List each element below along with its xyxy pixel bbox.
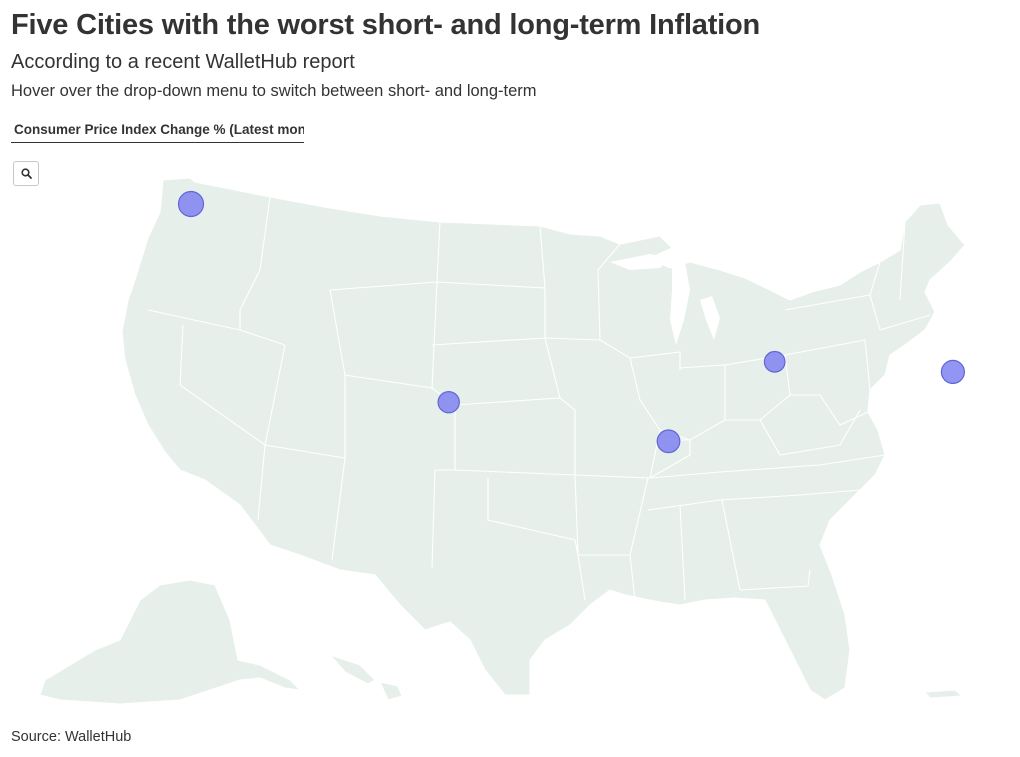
city-marker-detroit[interactable] (763, 350, 786, 373)
chart-title: Five Cities with the worst short- and lo… (11, 9, 761, 41)
city-marker-seattle[interactable] (177, 190, 205, 218)
source-note: Source: WalletHub (11, 729, 132, 745)
metric-dropdown[interactable]: Consumer Price Index Change % (Latest mo… (11, 118, 304, 143)
metric-dropdown-label: Consumer Price Index Change % (Latest mo… (14, 122, 304, 137)
alaska-land (39, 579, 302, 705)
alaska-islands (328, 653, 964, 701)
city-marker-denver[interactable] (437, 391, 460, 414)
city-marker-st-louis[interactable] (656, 429, 681, 454)
search-icon (20, 168, 32, 179)
chart-description: Hover over the drop-down menu to switch … (11, 82, 537, 100)
contiguous-us-land (121, 177, 966, 701)
map-search-button[interactable] (13, 161, 39, 186)
great-lakes (610, 254, 720, 345)
us-map[interactable] (0, 160, 1020, 720)
us-map-svg[interactable] (0, 160, 1020, 720)
chart-subtitle: According to a recent WalletHub report (11, 51, 355, 73)
city-marker-boston[interactable] (940, 359, 966, 384)
city-markers[interactable] (177, 190, 966, 454)
map-land (39, 177, 966, 705)
state-borders (147, 196, 931, 601)
